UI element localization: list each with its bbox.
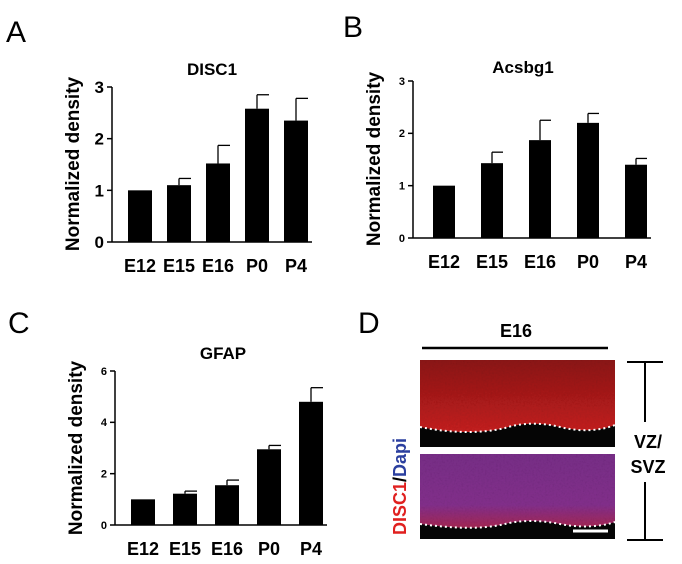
- c-x-tick-label: E15: [169, 539, 201, 559]
- b-chart-title: Acsbg1: [492, 58, 553, 77]
- stain-label: DISC1/Dapi: [390, 438, 410, 535]
- a-x-tick-label: P4: [285, 256, 307, 276]
- a-x-tick-label: P0: [246, 256, 268, 276]
- c-y-tick-label: 4: [101, 417, 108, 429]
- a-bar-p4: [284, 120, 308, 242]
- a-bar-e15: [167, 185, 191, 242]
- c-x-tick-label: P4: [300, 539, 322, 559]
- chart-b: Acsbg1 Normalized density 0 1 2 3 E12 E15 E16 P0 P…: [364, 58, 651, 272]
- stage-label: E16: [500, 321, 532, 341]
- c-bar-e15: [173, 493, 197, 525]
- c-bar-e12: [131, 499, 155, 525]
- b-x-tick-label: E12: [428, 252, 460, 272]
- a-bar-e16: [206, 163, 230, 242]
- b-y-axis-label: Normalized density: [364, 71, 385, 246]
- b-x-tick-label: E16: [524, 252, 556, 272]
- zone-bracket: [627, 361, 663, 541]
- a-x-tick-label: E16: [202, 256, 234, 276]
- stain-separator: /: [390, 477, 410, 482]
- b-x-tick-label: P0: [577, 252, 599, 272]
- a-x-tick-label: E15: [163, 256, 195, 276]
- b-bar-e15: [481, 163, 503, 238]
- c-chart-title: GFAP: [200, 344, 246, 363]
- a-chart-title: DISC1: [187, 60, 237, 79]
- b-bar-e16: [529, 140, 551, 238]
- stain-blue-label: Dapi: [390, 438, 410, 477]
- a-y-tick-label: 1: [95, 181, 104, 200]
- c-bar-e16: [215, 485, 239, 525]
- merged-image: [419, 454, 616, 539]
- b-x-tick-label: E15: [476, 252, 508, 272]
- c-y-tick-label: 2: [101, 469, 107, 481]
- chart-c: GFAP Normalized density 0 2 4 6 E12 E15 E16 P0 P4: [66, 344, 327, 559]
- c-x-tick-label: P0: [258, 539, 280, 559]
- panel-label-d: D: [358, 307, 380, 340]
- c-y-tick-label: 6: [101, 366, 107, 378]
- b-bar-e12: [433, 185, 455, 238]
- c-y-tick-label: 0: [101, 520, 107, 532]
- a-x-tick-label: E12: [124, 256, 156, 276]
- c-x-tick-label: E12: [127, 539, 159, 559]
- a-y-axis-label: Normalized density: [63, 76, 84, 251]
- zone-label-line2: SVZ: [630, 457, 665, 477]
- a-y-tick-label: 3: [95, 78, 104, 97]
- panel-d: E16 DISC1/Dapi VZ/ SVZ: [390, 321, 666, 541]
- a-bar-e12: [128, 190, 152, 242]
- b-y-tick-label: 1: [399, 181, 405, 193]
- panel-label-a: A: [6, 16, 26, 49]
- stain-red-label: DISC1: [390, 482, 410, 535]
- c-bar-p4: [299, 401, 323, 525]
- b-bar-p0: [577, 122, 599, 238]
- disc1-image: [419, 360, 616, 447]
- b-y-tick-label: 0: [399, 233, 405, 245]
- c-x-tick-label: E16: [211, 539, 243, 559]
- chart-a: DISC1 Normalized density 0 1 2 3 E12 E15 E16 P0 P4: [63, 60, 312, 276]
- b-bar-p4: [625, 164, 647, 238]
- c-bar-p0: [257, 449, 281, 525]
- panel-label-c: C: [8, 307, 30, 340]
- zone-label-line1: VZ/: [634, 432, 662, 452]
- panel-label-b: B: [343, 11, 363, 44]
- b-x-tick-label: P4: [625, 252, 647, 272]
- b-y-tick-label: 3: [399, 76, 405, 88]
- c-y-axis-label: Normalized density: [66, 360, 87, 535]
- a-y-tick-label: 2: [95, 130, 104, 149]
- b-y-tick-label: 2: [399, 128, 405, 140]
- a-y-tick-label: 0: [95, 233, 104, 252]
- a-bar-p0: [245, 108, 269, 242]
